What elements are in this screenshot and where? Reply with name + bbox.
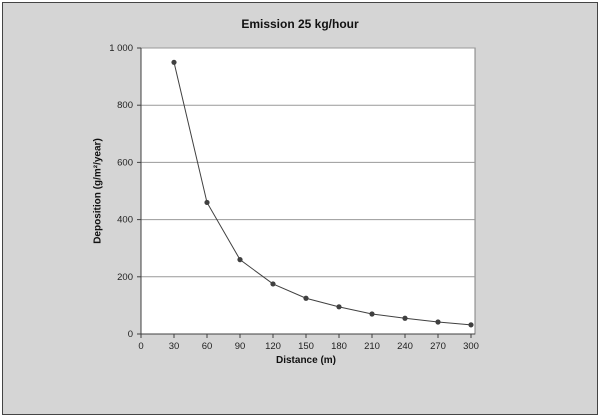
svg-text:240: 240 [397, 341, 413, 352]
svg-text:600: 600 [117, 157, 133, 168]
svg-text:180: 180 [331, 341, 347, 352]
plot-area [140, 47, 476, 335]
svg-text:210: 210 [364, 341, 380, 352]
svg-text:30: 30 [169, 341, 180, 352]
svg-text:300: 300 [463, 341, 479, 352]
gridlines [141, 47, 475, 278]
y-tick-labels: 0 200 400 600 800 1 000 [109, 43, 133, 340]
svg-text:150: 150 [298, 341, 314, 352]
y-axis-title: Deposition (g/m²/year) [92, 138, 104, 244]
svg-text:270: 270 [430, 341, 446, 352]
svg-text:400: 400 [117, 215, 133, 226]
svg-text:200: 200 [117, 272, 133, 283]
x-tick-labels: 0 30 60 90 120 150 180 210 240 270 300 [138, 341, 479, 352]
svg-text:0: 0 [128, 329, 133, 340]
chart-title: Emission 25 kg/hour [241, 17, 359, 31]
svg-text:1 000: 1 000 [109, 43, 133, 54]
svg-text:800: 800 [117, 100, 133, 111]
svg-text:60: 60 [202, 341, 213, 352]
data-point-markers [171, 59, 474, 328]
svg-text:0: 0 [138, 341, 143, 352]
svg-text:120: 120 [265, 341, 281, 352]
svg-text:90: 90 [235, 341, 246, 352]
series-line [173, 62, 472, 326]
x-axis-title: Distance (m) [275, 355, 336, 366]
line-chart-plot: 0 30 60 90 120 150 180 210 240 270 300 0 200 400 600 80… [109, 43, 479, 352]
tick-marks [137, 47, 472, 338]
axes [140, 48, 475, 335]
